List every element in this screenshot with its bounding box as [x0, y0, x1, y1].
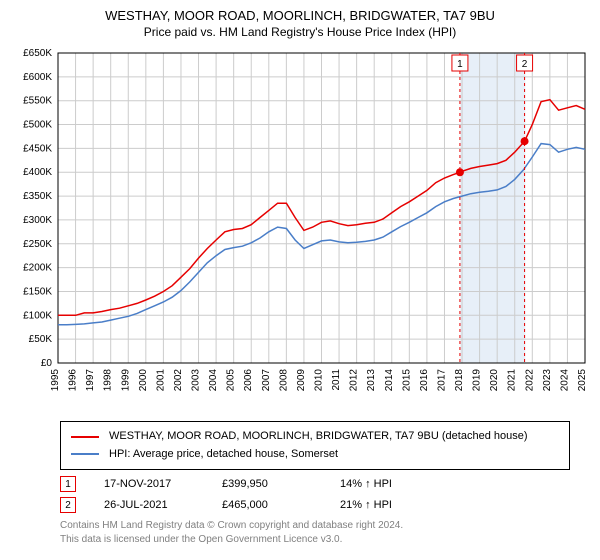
svg-text:£300K: £300K [23, 215, 52, 226]
svg-text:2016: 2016 [419, 369, 430, 392]
svg-text:£0: £0 [41, 358, 53, 369]
transaction-marker: 1 [60, 476, 76, 492]
attribution: Contains HM Land Registry data © Crown c… [60, 519, 570, 546]
svg-text:1: 1 [457, 59, 463, 70]
svg-text:2000: 2000 [138, 369, 149, 392]
svg-text:2001: 2001 [155, 369, 166, 392]
transaction-date: 26-JUL-2021 [104, 499, 194, 511]
svg-text:2002: 2002 [173, 369, 184, 392]
svg-text:£500K: £500K [23, 120, 52, 131]
svg-text:2012: 2012 [349, 369, 360, 392]
svg-text:£250K: £250K [23, 239, 52, 250]
svg-text:£450K: £450K [23, 143, 52, 154]
svg-text:£50K: £50K [29, 334, 53, 345]
transaction-row: 1 17-NOV-2017 £399,950 14% ↑ HPI [60, 476, 570, 492]
svg-text:£200K: £200K [23, 263, 52, 274]
legend-label: WESTHAY, MOOR ROAD, MOORLINCH, BRIDGWATE… [109, 428, 528, 446]
title-subtitle: Price paid vs. HM Land Registry's House … [0, 25, 600, 39]
svg-text:£100K: £100K [23, 310, 52, 321]
svg-text:2008: 2008 [278, 369, 289, 392]
svg-text:2014: 2014 [384, 369, 395, 392]
page: WESTHAY, MOOR ROAD, MOORLINCH, BRIDGWATE… [0, 0, 600, 546]
line-chart: £0 £50K £100K £150K £200K £250K £300K £350K £400… [0, 43, 600, 413]
legend-swatch [71, 453, 99, 455]
svg-text:2: 2 [522, 59, 528, 70]
title-address: WESTHAY, MOOR ROAD, MOORLINCH, BRIDGWATE… [0, 8, 600, 23]
svg-text:2021: 2021 [507, 369, 518, 392]
svg-text:£150K: £150K [23, 286, 52, 297]
svg-text:2009: 2009 [296, 369, 307, 392]
svg-text:£550K: £550K [23, 96, 52, 107]
svg-text:2011: 2011 [331, 369, 342, 391]
svg-text:2017: 2017 [436, 369, 447, 392]
svg-text:1995: 1995 [50, 369, 61, 392]
legend-item: WESTHAY, MOOR ROAD, MOORLINCH, BRIDGWATE… [71, 428, 559, 446]
chart-area: £0 £50K £100K £150K £200K £250K £300K £350K £400… [0, 43, 600, 413]
transaction-date: 17-NOV-2017 [104, 478, 194, 490]
svg-text:£400K: £400K [23, 167, 52, 178]
svg-text:1999: 1999 [120, 369, 131, 392]
attribution-line2: This data is licensed under the Open Gov… [60, 533, 570, 547]
legend: WESTHAY, MOOR ROAD, MOORLINCH, BRIDGWATE… [60, 421, 570, 470]
attribution-line1: Contains HM Land Registry data © Crown c… [60, 519, 570, 533]
svg-text:2018: 2018 [454, 369, 465, 392]
transaction-price: £465,000 [222, 499, 312, 511]
svg-text:£350K: £350K [23, 191, 52, 202]
transaction-delta: 21% ↑ HPI [340, 499, 430, 511]
transaction-price: £399,950 [222, 478, 312, 490]
legend-swatch [71, 436, 99, 438]
svg-text:1998: 1998 [103, 369, 114, 392]
transaction-marker: 2 [60, 497, 76, 513]
transactions-list: 1 17-NOV-2017 £399,950 14% ↑ HPI 2 26-JUL-202… [60, 476, 570, 513]
footer: WESTHAY, MOOR ROAD, MOORLINCH, BRIDGWATE… [0, 421, 600, 546]
svg-text:2003: 2003 [191, 369, 202, 392]
svg-text:2006: 2006 [243, 369, 254, 392]
svg-text:2024: 2024 [559, 369, 570, 392]
legend-label: HPI: Average price, detached house, Some… [109, 446, 338, 464]
svg-text:2005: 2005 [226, 369, 237, 392]
svg-text:2013: 2013 [366, 369, 377, 392]
svg-text:£600K: £600K [23, 72, 52, 83]
svg-text:2022: 2022 [524, 369, 535, 392]
svg-text:2007: 2007 [261, 369, 272, 392]
chart-titles: WESTHAY, MOOR ROAD, MOORLINCH, BRIDGWATE… [0, 0, 600, 43]
svg-text:2023: 2023 [542, 369, 553, 392]
svg-text:2015: 2015 [401, 369, 412, 392]
svg-text:2025: 2025 [577, 369, 588, 392]
svg-text:£650K: £650K [23, 48, 52, 59]
svg-text:2019: 2019 [472, 369, 483, 392]
svg-text:2010: 2010 [314, 369, 325, 392]
svg-text:2020: 2020 [489, 369, 500, 392]
transaction-row: 2 26-JUL-2021 £465,000 21% ↑ HPI [60, 497, 570, 513]
svg-text:1996: 1996 [68, 369, 79, 392]
svg-text:1997: 1997 [85, 369, 96, 392]
svg-text:2004: 2004 [208, 369, 219, 392]
transaction-delta: 14% ↑ HPI [340, 478, 430, 490]
legend-item: HPI: Average price, detached house, Some… [71, 446, 559, 464]
